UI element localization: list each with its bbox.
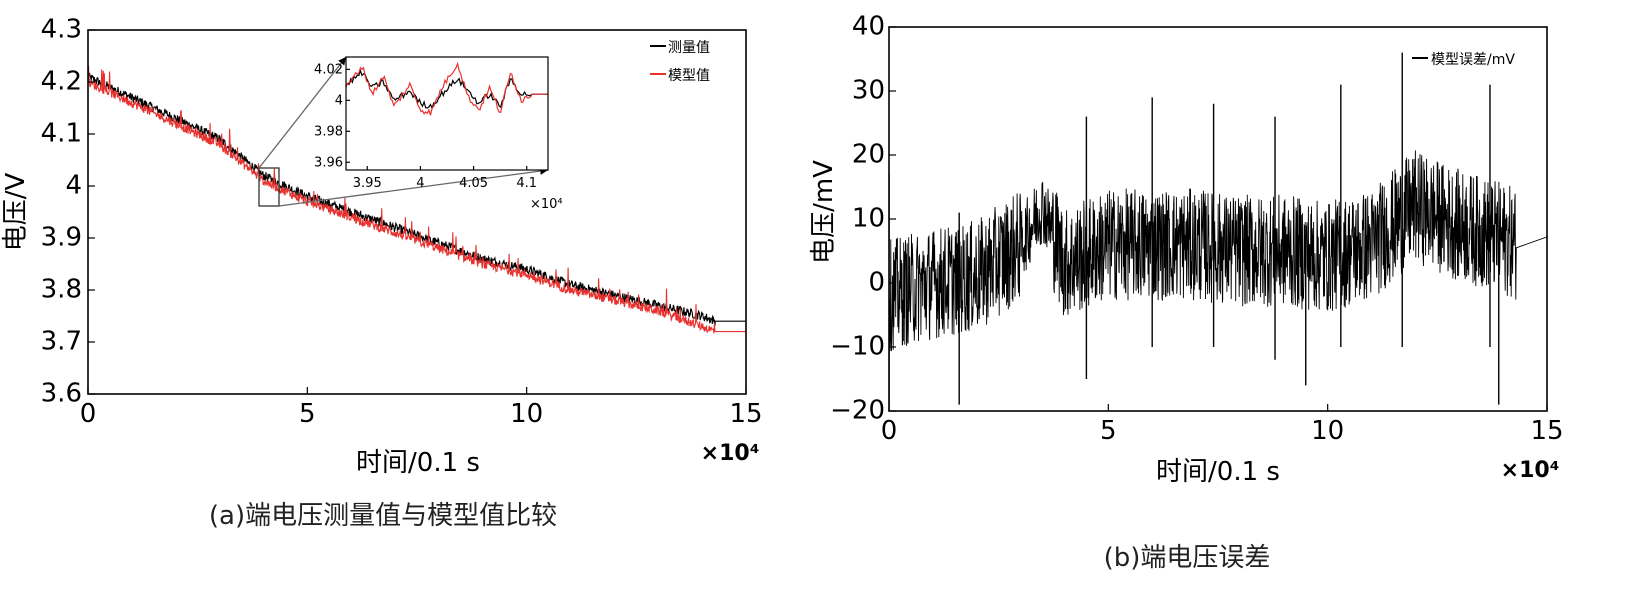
series-line-model-error bbox=[889, 150, 1547, 352]
inset-ticks: 3.95 4 4.05 4.1 3.96 3.98 4 4.02 bbox=[314, 62, 537, 191]
zoom-connector-top bbox=[258, 56, 347, 169]
panel-b-ticks: 0 5 10 15 −20 −10 0 10 20 30 40 bbox=[830, 12, 1563, 447]
legend-label-model: 模型值 bbox=[668, 68, 710, 84]
panel-b-legend: 模型误差/mV bbox=[1412, 52, 1515, 68]
legend-label-measured: 测量值 bbox=[668, 40, 710, 56]
inset-axes-frame bbox=[345, 56, 549, 171]
panel-b-x-tick-label: 15 bbox=[1530, 416, 1563, 446]
panel-b-y-tick-label: 0 bbox=[868, 268, 885, 298]
panel-b-y-tick-label: 20 bbox=[852, 140, 885, 170]
panel-a-y-tick-label: 3.9 bbox=[41, 223, 82, 253]
inset-y-tick-label: 4.02 bbox=[314, 62, 343, 77]
panel-b-y-axis-label: 电压/mV bbox=[809, 160, 839, 264]
panel-b-x-tick-label: 5 bbox=[1100, 416, 1117, 446]
panel-a-y-axis-label: 电压/V bbox=[1, 173, 31, 252]
panel-b-y-tick-label: −10 bbox=[830, 332, 885, 362]
panel-a-y-tick-label: 4 bbox=[65, 171, 82, 201]
panel-b-y-tick-label: −20 bbox=[830, 396, 885, 426]
panel-b-x-tick-label: 10 bbox=[1311, 416, 1344, 446]
panel-a-y-tick-label: 3.7 bbox=[41, 327, 82, 357]
panel-a-y-tick-label: 4.2 bbox=[41, 67, 82, 97]
inset-line-model bbox=[346, 61, 548, 116]
panel-a-series-group bbox=[88, 65, 746, 334]
panel-b-x-tick-label: 0 bbox=[881, 416, 898, 446]
inset-x-tick-label: 3.95 bbox=[353, 176, 382, 191]
inset-x-multiplier: ×10⁴ bbox=[530, 197, 563, 212]
panel-a-x-tick-label: 5 bbox=[299, 399, 316, 429]
panel-a-x-tick-label: 10 bbox=[510, 399, 543, 429]
zoom-connector-bottom bbox=[278, 167, 549, 207]
series-line-measured bbox=[88, 72, 746, 326]
panel-a-y-tick-label: 3.8 bbox=[41, 275, 82, 305]
panel-a-axes-frame bbox=[87, 29, 747, 395]
panel-b-x-multiplier: ×10⁴ bbox=[1501, 458, 1560, 483]
panel-b-voltage-error: 0 5 10 15 −20 −10 0 10 20 30 40 ×10⁴ 时间/0.1 s 电压/m… bbox=[809, 12, 1564, 574]
inset-series-group bbox=[346, 61, 548, 116]
panel-b-series-group bbox=[889, 52, 1547, 405]
inset-x-tick-label: 4.1 bbox=[516, 176, 537, 191]
panel-a-terminal-voltage: 0 5 10 15 3.6 3.7 3.8 3.9 4 4.1 4.2 4.3 ×10⁴ 时间/0.1… bbox=[1, 15, 763, 532]
panel-a-x-tick-label: 0 bbox=[80, 399, 97, 429]
panel-a-y-tick-label: 3.6 bbox=[41, 379, 82, 409]
panel-a-caption: (a)端电压测量值与模型值比较 bbox=[209, 501, 557, 531]
panel-b-y-tick-label: 40 bbox=[852, 12, 885, 42]
panel-a-y-tick-label: 4.1 bbox=[41, 119, 82, 149]
panel-a-zoom-box bbox=[258, 167, 280, 207]
panel-a-y-tick-label: 4.3 bbox=[41, 15, 82, 45]
panel-a-ticks: 0 5 10 15 3.6 3.7 3.8 3.9 4 4.1 4.2 4.3 bbox=[41, 15, 763, 430]
panel-a-legend: 测量值 模型值 bbox=[650, 40, 710, 84]
panel-b-caption: (b)端电压误差 bbox=[1104, 543, 1271, 573]
inset-x-tick-label: 4.05 bbox=[459, 176, 488, 191]
panel-a-x-axis-label: 时间/0.1 s bbox=[356, 448, 480, 478]
inset-y-tick-label: 4 bbox=[335, 93, 343, 108]
panel-b-y-tick-label: 30 bbox=[852, 76, 885, 106]
panel-b-y-tick-label: 10 bbox=[852, 204, 885, 234]
legend-label-error: 模型误差/mV bbox=[1431, 52, 1515, 68]
inset-y-tick-label: 3.98 bbox=[314, 124, 343, 139]
panel-a-inset: 3.95 4 4.05 4.1 3.96 3.98 4 4.02 ×10⁴ bbox=[314, 56, 563, 212]
series-line-model bbox=[88, 65, 746, 334]
inset-background bbox=[346, 57, 548, 170]
panel-a-x-multiplier: ×10⁴ bbox=[701, 441, 760, 466]
panel-b-x-axis-label: 时间/0.1 s bbox=[1156, 457, 1280, 487]
inset-x-tick-label: 4 bbox=[416, 176, 424, 191]
panel-a-x-tick-label: 15 bbox=[729, 399, 762, 429]
inset-y-tick-label: 3.96 bbox=[314, 155, 343, 170]
